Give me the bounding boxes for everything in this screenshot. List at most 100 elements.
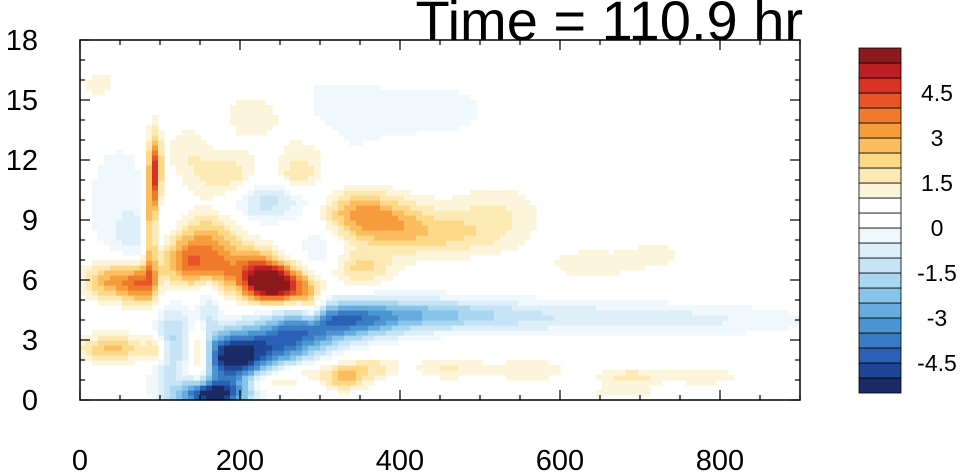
- heatmap-cell: [236, 325, 243, 331]
- heatmap-cell: [392, 230, 399, 236]
- heatmap-cell: [224, 245, 231, 251]
- heatmap-cell: [332, 365, 339, 371]
- heatmap-cell: [194, 150, 201, 156]
- heatmap-cell: [200, 155, 207, 161]
- heatmap-cell: [266, 300, 273, 306]
- heatmap-cell: [326, 220, 333, 226]
- heatmap-cell: [176, 340, 183, 346]
- heatmap-cell: [446, 255, 453, 261]
- heatmap-cell: [566, 260, 573, 266]
- heatmap-cell: [254, 115, 261, 121]
- heatmap-cell: [302, 280, 309, 286]
- heatmap-cell: [338, 115, 345, 121]
- heatmap-cell: [242, 315, 249, 321]
- heatmap-cell: [668, 305, 675, 311]
- heatmap-cell: [446, 220, 453, 226]
- heatmap-cell: [128, 290, 135, 296]
- heatmap-cell: [338, 130, 345, 136]
- heatmap-cell: [182, 255, 189, 261]
- heatmap-cell: [404, 310, 411, 316]
- heatmap-cell: [224, 215, 231, 221]
- heatmap-cell: [332, 110, 339, 116]
- colorbar-box: [858, 47, 902, 64]
- heatmap-cell: [548, 320, 555, 326]
- heatmap-cell: [296, 270, 303, 276]
- heatmap-cell: [140, 350, 147, 356]
- heatmap-cell: [290, 200, 297, 206]
- heatmap-cell: [386, 340, 393, 346]
- heatmap-cell: [344, 260, 351, 266]
- heatmap-cell: [536, 375, 543, 381]
- heatmap-cell: [368, 245, 375, 251]
- heatmap-cell: [104, 290, 111, 296]
- heatmap-cell: [278, 315, 285, 321]
- heatmap-cell: [398, 305, 405, 311]
- heatmap-cell: [200, 370, 207, 376]
- heatmap-cell: [332, 125, 339, 131]
- heatmap-cell: [164, 235, 171, 241]
- heatmap-cell: [80, 285, 87, 291]
- heatmap-cell: [260, 105, 267, 111]
- heatmap-cell: [452, 215, 459, 221]
- heatmap-cell: [284, 275, 291, 281]
- heatmap-cell: [92, 360, 99, 366]
- heatmap-cell: [116, 285, 123, 291]
- heatmap-cell: [254, 130, 261, 136]
- heatmap-cell: [92, 280, 99, 286]
- heatmap-cell: [560, 300, 567, 306]
- heatmap-cell: [608, 390, 615, 396]
- heatmap-cell: [602, 315, 609, 321]
- heatmap-cell: [668, 315, 675, 321]
- heatmap-cell: [392, 250, 399, 256]
- heatmap-cell: [128, 280, 135, 286]
- heatmap-cell: [422, 330, 429, 336]
- heatmap-cell: [170, 380, 177, 386]
- heatmap-cell: [284, 205, 291, 211]
- heatmap-cell: [98, 265, 105, 271]
- heatmap-cell: [686, 305, 693, 311]
- heatmap-cell: [644, 370, 651, 376]
- heatmap-cell: [386, 230, 393, 236]
- heatmap-cell: [422, 125, 429, 131]
- heatmap-cell: [380, 240, 387, 246]
- heatmap-cell: [92, 200, 99, 206]
- heatmap-cell: [362, 210, 369, 216]
- heatmap-cell: [536, 300, 543, 306]
- heatmap-cell: [248, 100, 255, 106]
- colorbar-box: [858, 377, 902, 394]
- heatmap-cell: [728, 320, 735, 326]
- heatmap-cell: [632, 310, 639, 316]
- heatmap-cell: [620, 320, 627, 326]
- heatmap-cell: [284, 200, 291, 206]
- heatmap-cell: [536, 325, 543, 331]
- heatmap-cell: [428, 360, 435, 366]
- heatmap-cell: [170, 350, 177, 356]
- heatmap-cell: [254, 385, 261, 391]
- heatmap-cell: [254, 100, 261, 106]
- heatmap-cell: [518, 215, 525, 221]
- heatmap-cell: [152, 175, 159, 181]
- heatmap-cell: [416, 365, 423, 371]
- heatmap-cell: [296, 165, 303, 171]
- heatmap-cell: [368, 265, 375, 271]
- heatmap-cell: [200, 230, 207, 236]
- heatmap-cell: [728, 315, 735, 321]
- heatmap-cell: [128, 170, 135, 176]
- heatmap-cell: [320, 255, 327, 261]
- heatmap-cell: [134, 345, 141, 351]
- heatmap-cell: [254, 280, 261, 286]
- heatmap-cell: [314, 255, 321, 261]
- heatmap-cell: [218, 320, 225, 326]
- heatmap-cell: [344, 330, 351, 336]
- heatmap-cell: [320, 365, 327, 371]
- heatmap-cell: [404, 295, 411, 301]
- heatmap-cell: [518, 360, 525, 366]
- heatmap-cell: [218, 190, 225, 196]
- heatmap-cell: [236, 300, 243, 306]
- heatmap-cell: [128, 305, 135, 311]
- heatmap-cell: [602, 375, 609, 381]
- heatmap-cell: [272, 335, 279, 341]
- heatmap-cell: [332, 320, 339, 326]
- heatmap-cell: [338, 275, 345, 281]
- heatmap-cell: [380, 235, 387, 241]
